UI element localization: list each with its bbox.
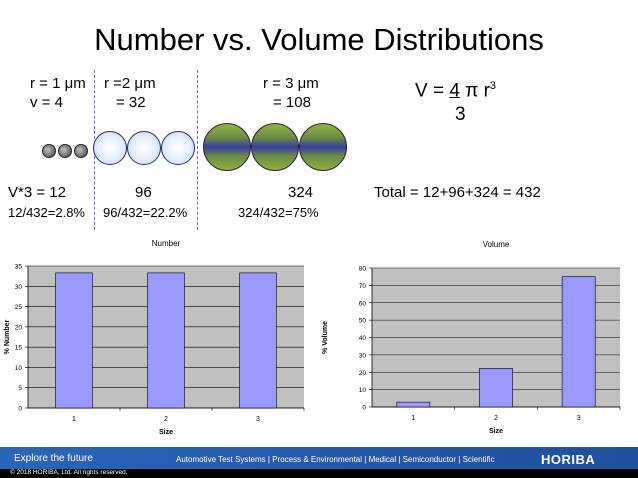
number-x-tick-label: 3 bbox=[256, 416, 260, 423]
volume-y-tick-label: 40 bbox=[359, 335, 367, 342]
particle-1um-b bbox=[58, 144, 72, 158]
percent-1um: 12/432=2.8% bbox=[8, 205, 85, 220]
percent-2um: 96/432=22.2% bbox=[103, 205, 188, 220]
volume-y-tick-label: 30 bbox=[359, 352, 367, 359]
footer-tagline: Explore the future bbox=[14, 453, 93, 464]
radius-label-1um: r = 1 μm bbox=[30, 75, 86, 92]
number-bar-1 bbox=[55, 272, 93, 409]
number-chart-title: Number bbox=[152, 239, 181, 248]
footer-separator: | bbox=[456, 455, 463, 464]
radius-label-3um: r = 3 μm bbox=[263, 75, 319, 92]
number-y-tick-label: 15 bbox=[15, 345, 23, 352]
number-x-tick-label: 2 bbox=[164, 416, 168, 423]
volume-y-tick-label: 0 bbox=[362, 405, 366, 412]
radius-label-2um: r =2 μm bbox=[104, 75, 156, 92]
volume-bar-1 bbox=[396, 401, 431, 408]
formula-exponent: 3 bbox=[489, 80, 497, 92]
footer-separator: | bbox=[362, 455, 369, 464]
copyright-text: © 2018 HORIBA, Ltd. All rights reserved. bbox=[10, 469, 128, 476]
particle-2um-c bbox=[161, 131, 195, 165]
number-bar-3 bbox=[239, 272, 277, 409]
volume-x-tick-label: 1 bbox=[411, 415, 415, 422]
number-bar-2 bbox=[147, 272, 185, 409]
volume-y-tick-label: 80 bbox=[359, 266, 367, 273]
volume-label-2um: = 32 bbox=[116, 94, 146, 111]
volume-x-tick-label: 2 bbox=[494, 415, 498, 422]
footer-bottom-strip bbox=[0, 469, 638, 478]
formula-r: r bbox=[478, 80, 490, 102]
particle-2um-a bbox=[93, 131, 127, 165]
volume-times-3: V*3 = 12 bbox=[8, 184, 66, 201]
formula-denominator: 3 bbox=[455, 104, 466, 125]
volume-324: 324 bbox=[288, 184, 314, 201]
divider-line-right bbox=[197, 70, 198, 230]
volume-total: Total = 12+96+324 = 432 bbox=[374, 184, 541, 201]
particle-3um-b bbox=[251, 123, 299, 171]
formula-numerator: 4 bbox=[449, 80, 460, 102]
footer-separator: | bbox=[396, 455, 403, 464]
formula-lhs: V = bbox=[415, 80, 450, 102]
particle-3um-c bbox=[299, 123, 347, 171]
number-y-tick-label: 25 bbox=[15, 304, 23, 311]
slide-title: Number vs. Volume Distributions bbox=[94, 22, 544, 57]
volume-y-axis-label: % Volume bbox=[322, 321, 329, 354]
volume-label-1um: v = 4 bbox=[30, 94, 63, 111]
particle-3um-a bbox=[203, 123, 251, 171]
footer-bar bbox=[0, 447, 638, 469]
volume-chart-title: Volume bbox=[483, 240, 510, 249]
number-y-tick-label: 0 bbox=[18, 406, 22, 413]
number-x-tick-label: 1 bbox=[72, 416, 76, 423]
number-bar-chart: Number 0 5 10 15 20 25 30 35 1 2 3 Size % Number bbox=[4, 239, 305, 436]
volume-y-tick-label: 60 bbox=[359, 300, 367, 307]
horiba-logo: HORIBA bbox=[541, 452, 596, 467]
footer-link-scientific[interactable]: Scientific bbox=[462, 455, 495, 464]
percent-3um: 324/432=75% bbox=[238, 205, 319, 220]
volume-formula: V = 4 π r3 bbox=[415, 80, 496, 102]
volume-label-3um: = 108 bbox=[273, 94, 311, 111]
footer-link-semiconductor[interactable]: Semiconductor bbox=[402, 455, 457, 464]
formula-pi: π bbox=[465, 80, 479, 102]
volume-x-axis-label: Size bbox=[489, 428, 503, 435]
volume-bar-chart: Volume 0 10 20 30 40 50 60 70 80 1 2 3 Size % Volume bbox=[322, 240, 621, 435]
volume-y-tick-label: 50 bbox=[359, 318, 367, 325]
number-y-tick-label: 35 bbox=[15, 264, 23, 271]
volume-bar-3 bbox=[561, 276, 596, 408]
footer-links: Automotive Test Systems | Process & Envi… bbox=[176, 455, 495, 464]
volume-y-tick-label: 10 bbox=[359, 387, 367, 394]
footer-link-medical[interactable]: Medical bbox=[368, 455, 397, 464]
number-y-tick-label: 5 bbox=[18, 385, 22, 392]
number-y-tick-label: 10 bbox=[15, 365, 23, 372]
number-x-axis-label: Size bbox=[159, 429, 173, 436]
volume-bar-2 bbox=[479, 368, 513, 408]
volume-96: 96 bbox=[135, 184, 152, 201]
particle-1um-a bbox=[42, 144, 56, 158]
volume-x-tick-label: 3 bbox=[577, 415, 581, 422]
volume-y-tick-label: 20 bbox=[359, 370, 367, 377]
particle-1um-c bbox=[74, 144, 88, 158]
particle-2um-b bbox=[127, 131, 161, 165]
footer-separator: | bbox=[265, 455, 273, 464]
number-y-tick-label: 20 bbox=[15, 324, 23, 331]
volume-y-tick-label: 70 bbox=[359, 283, 367, 290]
number-y-tick-label: 30 bbox=[15, 284, 23, 291]
number-y-axis-label: % Number bbox=[4, 319, 11, 354]
footer-link-automotive-test-systems[interactable]: Automotive Test Systems bbox=[176, 455, 266, 464]
footer-link-process-environmental[interactable]: Process & Environmental bbox=[272, 455, 363, 464]
